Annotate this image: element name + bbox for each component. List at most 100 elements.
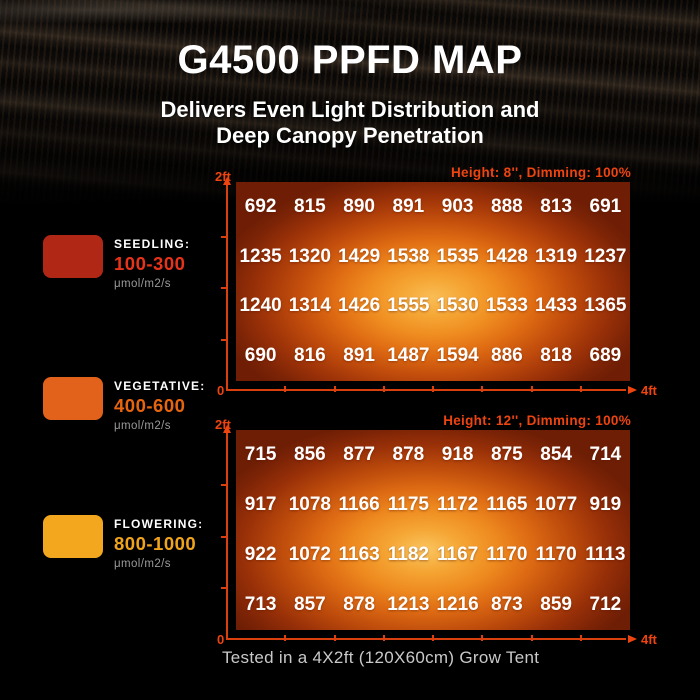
- ppfd-value-cell: 1170: [486, 544, 528, 565]
- ppfd-value-cell: 1487: [387, 345, 430, 367]
- y-axis-arrow-icon: [223, 425, 231, 433]
- legend-stage-label: SEEDLING:: [114, 237, 191, 251]
- legend-text-block: FLOWERING: 800-1000 μmol/m2/s: [114, 515, 203, 570]
- ppfd-value-cell: 691: [589, 195, 622, 217]
- ppfd-heatmap: 692 815 890 891 903 888 813 691 1235 1320 1429 1538…: [236, 182, 630, 381]
- ppfd-value-cell: 1429: [337, 245, 381, 267]
- ppfd-value-cell: 690: [244, 345, 277, 367]
- axis-origin-label: 0: [217, 632, 225, 647]
- x-axis-tick: [530, 386, 533, 392]
- flowering-color-swatch: [43, 515, 103, 558]
- x-axis-tick: [579, 386, 582, 392]
- ppfd-value-cell: 1314: [288, 295, 332, 317]
- legend-unit: μmol/m2/s: [114, 420, 171, 432]
- y-axis-tick: [221, 235, 226, 238]
- ppfd-value-cell: 1113: [585, 544, 626, 565]
- chart-condition-label: Height: 12'', Dimming: 100%: [443, 413, 631, 428]
- x-axis-tick: [530, 635, 533, 641]
- ppfd-value-cell: 1237: [584, 245, 627, 267]
- y-axis-tick: [221, 338, 226, 341]
- ppfd-value-cell: 1365: [584, 295, 627, 317]
- ppfd-value-cell: 919: [589, 494, 622, 515]
- ppfd-value-cell: 815: [294, 195, 326, 217]
- ppfd-value-cell: 1182: [387, 544, 429, 565]
- ppfd-heatmap: 715 856 877 878 918 875 854 714 917 1078 1166 1175 1…: [236, 430, 630, 630]
- ppfd-value-cell: 888: [491, 195, 523, 217]
- ppfd-value-cell: 873: [491, 594, 523, 615]
- ppfd-value-cell: 1163: [338, 544, 380, 565]
- subtitle-line-2: Deep Canopy Penetration: [216, 123, 484, 148]
- chart-condition-label: Height: 8'', Dimming: 100%: [451, 165, 631, 180]
- x-axis-tick: [481, 635, 484, 641]
- ppfd-value-cell: 890: [343, 195, 375, 217]
- ppfd-value-cell: 854: [540, 444, 572, 465]
- ppfd-value-cell: 922: [244, 544, 277, 565]
- legend-ppfd-range: 400-600: [114, 395, 186, 416]
- y-axis-tick: [221, 535, 226, 538]
- ppfd-value-cell: 1077: [534, 494, 578, 515]
- ppfd-value-cell: 891: [392, 195, 425, 217]
- subtitle-line-1: Delivers Even Light Distribution and: [160, 97, 540, 122]
- x-axis-tick: [382, 386, 385, 392]
- ppfd-value-cell: 1240: [239, 295, 282, 317]
- legend-stage-label: FLOWERING:: [114, 517, 204, 531]
- x-axis-tick: [284, 386, 287, 392]
- x-axis: [226, 634, 637, 643]
- y-axis-tick: [221, 587, 226, 590]
- ppfd-value-cell: 1175: [387, 494, 429, 515]
- legend-ppfd-range: 100-300: [114, 253, 186, 274]
- legend-text-block: VEGETATIVE: 400-600 μmol/m2/s: [114, 377, 205, 432]
- ppfd-value-cell: 818: [540, 345, 572, 367]
- legend-unit: μmol/m2/s: [114, 278, 171, 290]
- ppfd-value-cell: 1166: [338, 494, 380, 515]
- x-axis-tick: [432, 386, 434, 392]
- ppfd-value-cell: 903: [441, 195, 474, 217]
- ppfd-value-cell: 1078: [288, 494, 332, 515]
- ppfd-value-cell: 1167: [437, 544, 479, 565]
- y-axis-tick: [221, 483, 226, 486]
- page-title: G4500 PPFD MAP: [177, 38, 523, 82]
- ppfd-value-cell: 886: [491, 345, 523, 367]
- ppfd-value-cell: 1530: [436, 295, 479, 317]
- ppfd-value-cell: 1538: [387, 245, 430, 267]
- ppfd-value-cell: 1320: [288, 245, 332, 267]
- x-axis-tick: [333, 635, 336, 641]
- x-axis: [226, 385, 637, 394]
- y-axis-arrow-icon: [223, 177, 231, 185]
- seedling-color-swatch: [43, 235, 103, 278]
- ppfd-chart-height-12in: Height: 12'', Dimming: 100% 2ft 0 4ft 71…: [215, 413, 657, 647]
- legend-ppfd-range: 800-1000: [114, 533, 197, 554]
- x-axis-tick: [432, 635, 434, 641]
- x-axis-arrow-icon: [628, 634, 637, 643]
- ppfd-value-cell: 1235: [239, 245, 282, 267]
- ppfd-value-cell: 1319: [534, 245, 578, 267]
- ppfd-value-cell: 715: [244, 444, 277, 465]
- ppfd-value-cell: 1172: [437, 494, 479, 515]
- ppfd-chart-height-8in: Height: 8'', Dimming: 100% 2ft 0 4ft 692…: [215, 165, 657, 398]
- x-axis-tick: [333, 386, 336, 392]
- ppfd-value-cell: 878: [343, 594, 375, 615]
- ppfd-value-cell: 813: [540, 195, 572, 217]
- x-axis-tick: [382, 635, 385, 641]
- ppfd-value-cell: 816: [294, 345, 326, 367]
- ppfd-value-cell: 1072: [288, 544, 332, 565]
- ppfd-value-cell: 1433: [534, 295, 578, 317]
- ppfd-value-cell: 1170: [535, 544, 577, 565]
- ppfd-value-cell: 1535: [436, 245, 479, 267]
- x-axis-max-label: 4ft: [641, 632, 657, 647]
- ppfd-value-cell: 692: [244, 195, 277, 217]
- ppfd-value-cell: 856: [294, 444, 326, 465]
- ppfd-value-cell: 712: [589, 594, 622, 615]
- x-axis-arrow-icon: [628, 385, 637, 394]
- ppfd-value-cell: 1428: [485, 245, 529, 267]
- y-axis: [221, 177, 231, 390]
- ppfd-value-cell: 875: [491, 444, 523, 465]
- ppfd-value-cell: 1426: [337, 295, 381, 317]
- ppfd-value-cell: 1213: [387, 594, 430, 615]
- ppfd-value-cell: 689: [589, 345, 622, 367]
- x-axis-tick: [481, 386, 484, 392]
- grow-light-bars-photo: [0, 0, 700, 212]
- y-axis-tick: [221, 287, 226, 289]
- ppfd-value-cell: 917: [244, 494, 277, 515]
